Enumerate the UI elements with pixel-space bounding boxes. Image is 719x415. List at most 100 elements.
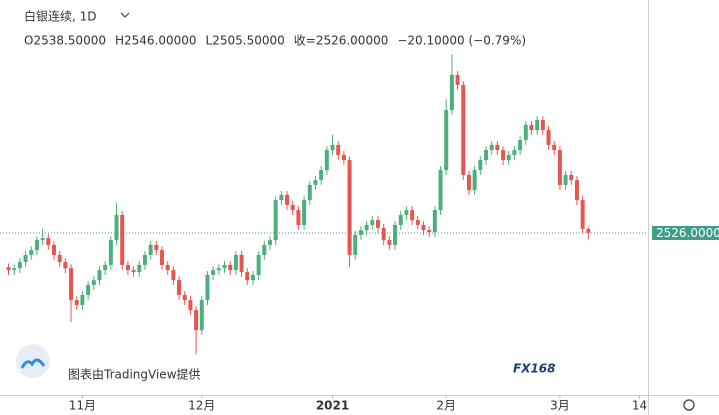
candle-body (222, 264, 227, 269)
candle-body (91, 280, 96, 285)
candle-body (6, 267, 11, 271)
candle-body (262, 244, 267, 255)
candle-body (319, 170, 324, 181)
candle-body (171, 270, 176, 281)
candle-body (518, 140, 523, 151)
candle-body (330, 144, 335, 151)
candle-body (569, 174, 574, 181)
logo: FX168 (513, 362, 556, 376)
candle-body (478, 160, 483, 171)
candle-body (40, 238, 45, 241)
x-tick-label: 11月 (69, 399, 96, 413)
candle-body (307, 184, 312, 201)
candle-body (52, 244, 56, 255)
candle-body (290, 204, 295, 211)
candle-body (228, 264, 233, 271)
ohlc-value: 收=2526.00000 (294, 34, 389, 48)
candle-body (108, 240, 113, 265)
candle-body (46, 238, 51, 245)
candle-body (444, 110, 449, 171)
candle-body (34, 240, 39, 251)
candle-body (432, 210, 437, 233)
candle-body (523, 124, 528, 141)
candle-body (512, 150, 517, 155)
plot-area (0, 0, 648, 395)
candle-body (574, 180, 579, 201)
candle-body (381, 227, 386, 241)
candle-body (484, 150, 488, 161)
candle-body (376, 220, 380, 228)
candle-body (97, 270, 102, 281)
candle-body (535, 120, 540, 131)
candle-body (540, 120, 545, 131)
candle-body (472, 170, 477, 191)
candle-body (296, 210, 301, 225)
candle-body (120, 214, 125, 265)
candle-body (529, 124, 534, 131)
candle-body (461, 84, 466, 175)
candle-body (188, 300, 193, 311)
candle-body (57, 254, 62, 263)
candle-body (182, 294, 187, 301)
candle-body (142, 254, 147, 265)
candle-body (466, 174, 471, 191)
x-tick-label: 12月 (188, 399, 215, 413)
candle-body (580, 200, 585, 229)
candle-body (415, 220, 420, 225)
last-price-label: 2526.00000 (656, 226, 719, 240)
candle-body (131, 270, 136, 273)
candle-body (489, 144, 494, 151)
candle-body (63, 262, 68, 269)
credit: 图表由TradingView提供 (68, 367, 201, 382)
candles (6, 54, 591, 355)
candle-body (250, 274, 255, 281)
candle-body (268, 240, 272, 245)
candle-body (273, 200, 278, 241)
candle-body (302, 200, 307, 225)
candle-body (404, 210, 409, 215)
candle-body (125, 264, 130, 271)
candle-body (86, 284, 91, 295)
candle-body (12, 268, 17, 271)
candle-body (17, 262, 22, 269)
candle-body (495, 144, 500, 151)
x-tick-label: 3月 (550, 399, 570, 413)
candle-body (80, 294, 85, 305)
candle-body (341, 154, 346, 161)
candle-body (336, 144, 341, 155)
candle-body (279, 194, 284, 201)
x-tick-label: 2月 (436, 399, 456, 413)
candle-body (148, 244, 153, 255)
candle-body (74, 300, 79, 305)
candle-body (233, 254, 238, 271)
last-price-box (652, 225, 719, 240)
candle-body (199, 300, 204, 331)
candle-body (506, 154, 511, 161)
candle-body (455, 74, 460, 85)
x-tick-label: 14 (632, 399, 647, 413)
title-chevron[interactable] (120, 12, 130, 18)
chart-title: 白银连续, 1D (24, 9, 97, 24)
settings-icon[interactable] (683, 399, 695, 411)
x-tick-label: 2021 (316, 399, 349, 413)
candle-body (137, 264, 142, 273)
candle-body (501, 150, 506, 161)
candle-body (285, 194, 290, 205)
tv-logo (20, 358, 46, 369)
candle-body (563, 174, 568, 185)
ohlc-value: H2546.00000 (115, 34, 197, 48)
candle-body (313, 180, 318, 185)
candle-body (364, 224, 369, 231)
candle-body (245, 272, 250, 281)
candle-body (438, 170, 443, 211)
ohlc-value: O2538.50000 (24, 34, 106, 48)
candle-body (410, 210, 415, 221)
candle-body (114, 214, 119, 241)
candle-body (165, 264, 170, 271)
candle-body (398, 214, 403, 225)
candle-body (393, 224, 398, 245)
ohlc-header: O2538.50000 H2546.00000 L2505.50000 收=2526.… (24, 34, 526, 48)
candle-body (160, 250, 164, 265)
candle-body (347, 160, 352, 255)
candle-body (427, 230, 432, 233)
